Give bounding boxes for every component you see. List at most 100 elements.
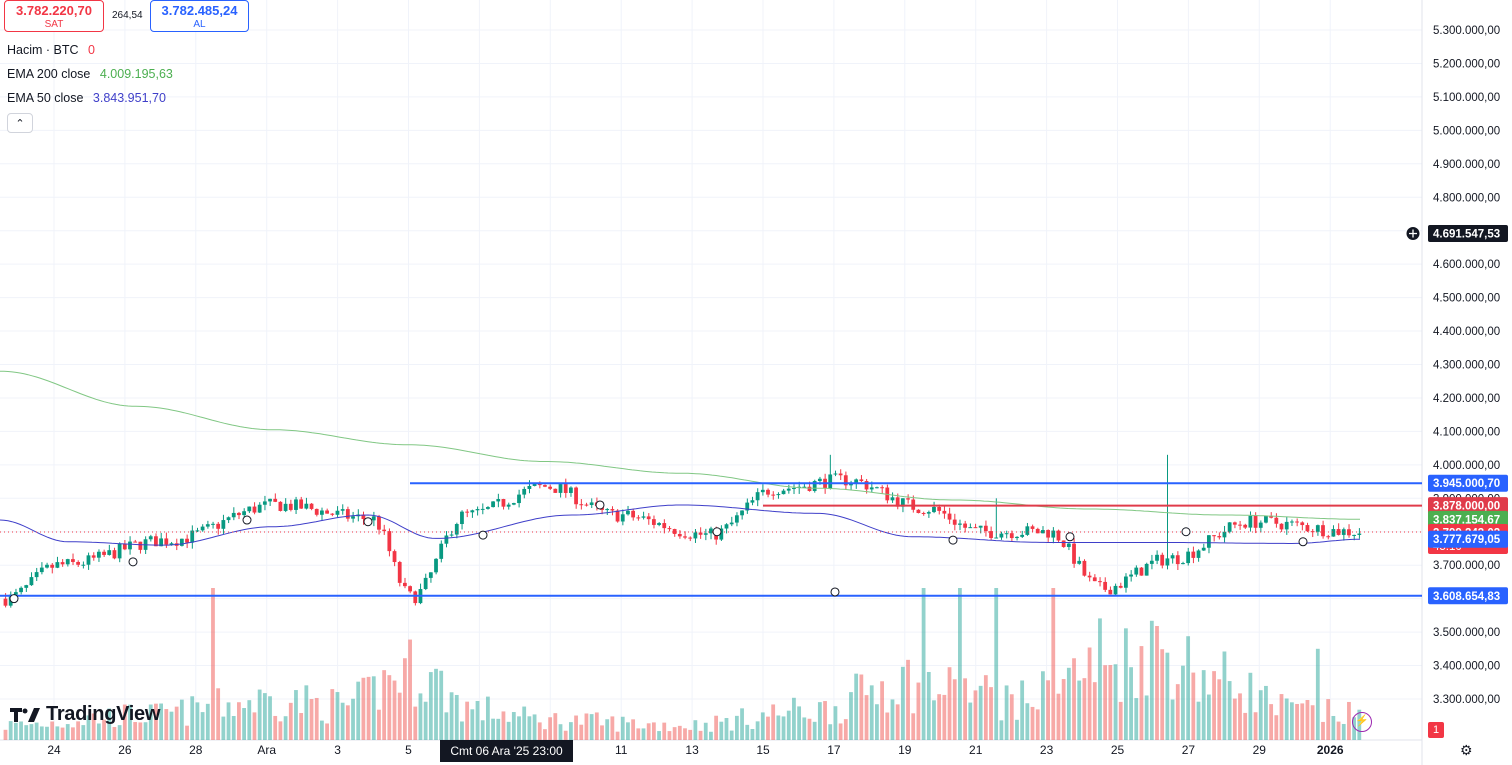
volume-bar bbox=[584, 713, 589, 740]
time-tick-label: 28 bbox=[189, 743, 203, 757]
candle-body bbox=[978, 525, 983, 528]
candle-body bbox=[511, 503, 516, 505]
candle-body bbox=[1103, 581, 1108, 590]
buy-button[interactable]: 3.782.485,24 AL bbox=[150, 0, 249, 32]
candle-body bbox=[1212, 535, 1216, 537]
volume-bar bbox=[107, 708, 112, 740]
candle-body bbox=[517, 494, 521, 504]
volume-bar bbox=[1160, 649, 1165, 740]
chevron-up-icon[interactable]: ⌃ bbox=[7, 113, 33, 133]
candle-body bbox=[1139, 567, 1144, 576]
candle-body bbox=[994, 537, 999, 539]
price-tick-label: 5.100.000,00 bbox=[1433, 92, 1500, 104]
legend-volume[interactable]: Hacim · BTC 0 bbox=[7, 43, 95, 57]
volume-bar bbox=[1139, 646, 1144, 740]
candle-body bbox=[843, 475, 848, 486]
sell-button[interactable]: 3.782.220,70 SAT bbox=[4, 0, 104, 32]
volume-bar bbox=[875, 704, 879, 740]
volume-bar bbox=[999, 720, 1004, 740]
candle-body bbox=[371, 516, 376, 521]
volume-bar bbox=[1123, 628, 1128, 740]
volume-bar bbox=[1015, 719, 1019, 740]
volume-bar bbox=[812, 721, 817, 740]
price-tick-label: 5.300.000,00 bbox=[1433, 25, 1500, 37]
candle-body bbox=[392, 551, 397, 563]
volume-bar bbox=[1009, 694, 1014, 740]
event-marker bbox=[595, 500, 605, 510]
candle-body bbox=[39, 567, 44, 573]
volume-bar bbox=[294, 690, 298, 740]
alert-count-badge[interactable]: 1 bbox=[1428, 722, 1444, 738]
volume-bar bbox=[802, 717, 807, 740]
ema50-line bbox=[0, 504, 1361, 546]
legend-ema200[interactable]: EMA 200 close 4.009.195,63 bbox=[7, 67, 173, 81]
candle-body bbox=[1305, 525, 1310, 532]
candle-body bbox=[1352, 534, 1357, 536]
candle-body bbox=[548, 486, 553, 489]
candle-body bbox=[610, 509, 615, 511]
candle-body bbox=[688, 537, 693, 539]
volume-bar bbox=[1170, 699, 1175, 740]
candle-body bbox=[745, 502, 750, 511]
price-badge-text: 3.608.654,83 bbox=[1433, 591, 1500, 603]
volume-bar bbox=[916, 682, 921, 740]
price-badge-text: 3.945.000,70 bbox=[1433, 478, 1500, 490]
tradingview-logo: TradingView bbox=[10, 703, 160, 726]
volume-bar bbox=[1326, 699, 1331, 740]
volume-bar bbox=[325, 723, 329, 740]
volume-bar bbox=[724, 718, 729, 740]
candle-body bbox=[13, 592, 18, 595]
volume-bars bbox=[3, 588, 1362, 740]
candle-body bbox=[1061, 540, 1066, 547]
volume-bar bbox=[205, 703, 210, 740]
volume-bar bbox=[1082, 678, 1087, 740]
candle-body bbox=[496, 499, 501, 502]
candle-body bbox=[1326, 536, 1331, 538]
volume-bar bbox=[439, 670, 444, 740]
candle-body bbox=[154, 536, 158, 547]
volume-bar bbox=[1098, 618, 1102, 740]
volume-bar bbox=[19, 721, 23, 740]
volume-bar bbox=[423, 701, 428, 740]
volume-bar bbox=[1175, 684, 1180, 740]
settings-gear-icon[interactable]: ⚙ bbox=[1460, 742, 1473, 758]
candle-body bbox=[729, 522, 734, 525]
volume-bar bbox=[657, 731, 661, 740]
volume-bar bbox=[1087, 647, 1092, 740]
volume-bar bbox=[81, 725, 86, 740]
candle-body bbox=[849, 483, 853, 486]
volume-bar bbox=[143, 722, 148, 740]
price-tick-label: 3.700.000,00 bbox=[1433, 560, 1500, 572]
candle-body bbox=[802, 486, 807, 488]
candle-body bbox=[750, 500, 755, 503]
volume-bar bbox=[693, 720, 698, 740]
volume-bar bbox=[1035, 709, 1040, 740]
volume-bar bbox=[537, 722, 542, 740]
candle-body bbox=[828, 474, 833, 489]
volume-bar bbox=[174, 706, 179, 740]
volume-bar bbox=[460, 721, 464, 740]
volume-bar bbox=[734, 715, 739, 740]
candle-body bbox=[942, 510, 947, 514]
price-badge-text: 3.777.679,05 bbox=[1433, 534, 1501, 546]
volume-bar bbox=[361, 677, 366, 740]
volume-bar bbox=[932, 700, 936, 740]
volume-bar bbox=[91, 713, 96, 740]
volume-bar bbox=[304, 685, 309, 740]
volume-bar bbox=[485, 696, 490, 740]
volume-bar bbox=[351, 698, 355, 740]
candle-body bbox=[626, 510, 630, 515]
candle-body bbox=[205, 524, 210, 527]
volume-bar bbox=[179, 699, 184, 740]
candle-body bbox=[81, 564, 86, 566]
volume-bar bbox=[382, 670, 387, 740]
volume-bar bbox=[807, 718, 812, 740]
volume-bar bbox=[978, 685, 983, 740]
candle-body bbox=[1134, 567, 1139, 575]
candle-body bbox=[185, 538, 189, 543]
volume-bar bbox=[854, 673, 859, 740]
volume-bar bbox=[574, 715, 578, 740]
legend-ema50[interactable]: EMA 50 close 3.843.951,70 bbox=[7, 91, 166, 105]
flash-icon[interactable]: ⚡ bbox=[1352, 712, 1372, 732]
